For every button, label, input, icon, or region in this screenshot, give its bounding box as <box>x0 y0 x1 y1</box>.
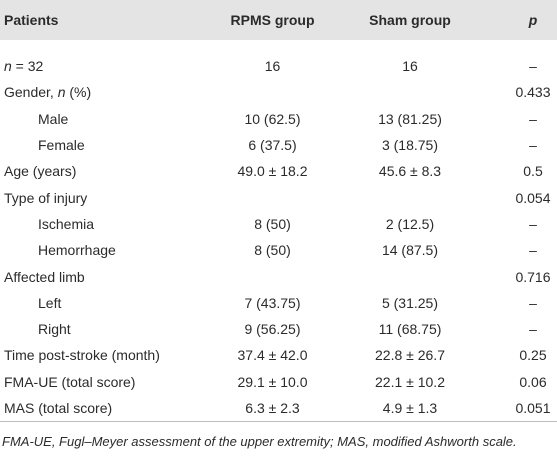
row-label: Time post-stroke (month) <box>0 342 200 368</box>
header-cell: Patients <box>0 0 200 40</box>
table-cell: 0.433 <box>515 84 551 101</box>
row-label: Type of injury <box>0 184 200 210</box>
table-cell: – <box>529 110 537 127</box>
row-label: Gender, n (%) <box>0 79 200 105</box>
footnote: FMA-UE, Fugl–Meyer assessment of the upp… <box>2 434 517 450</box>
row-label: Left <box>0 290 200 316</box>
table-cell: 11 (68.75) <box>378 321 442 338</box>
table-cell: 22.1 ± 10.2 <box>375 373 445 390</box>
table-row: FMA-UE (total score) 29.1 ± 10.0 22.1 ± 10… <box>0 369 557 395</box>
table-row: Gender, n (%) 0.433 <box>0 79 557 105</box>
table-cell: 45.6 ± 8.3 <box>378 163 442 180</box>
table-cell: 3 (18.75) <box>381 137 439 154</box>
row-label: Ischemia <box>0 211 200 237</box>
table-row: Left 7 (43.75) 5 (31.25) – <box>0 290 557 316</box>
table-cell <box>200 184 345 210</box>
table-cell: 0.716 <box>515 268 551 285</box>
row-label: Age (years) <box>0 158 200 184</box>
label-text: Left <box>38 294 62 311</box>
table-cell <box>345 263 475 289</box>
row-label: Male <box>0 106 200 132</box>
table-cell: 10 (62.5) <box>244 110 301 127</box>
header-cell: RPMS group <box>200 0 345 40</box>
label-text: Time post-stroke (month) <box>4 347 160 364</box>
table-cell: – <box>529 137 537 154</box>
table-cell: 2 (12.5) <box>385 215 435 232</box>
table-row: Female 6 (37.5) 3 (18.75) – <box>0 132 557 158</box>
table-cell <box>200 263 345 289</box>
table-cell: – <box>529 215 537 232</box>
table-row: n = 32 16 16 – <box>0 40 557 79</box>
table-row: Hemorrhage 8 (50) 14 (87.5) – <box>0 237 557 263</box>
table-cell <box>345 79 475 105</box>
label-text: Hemorrhage <box>38 242 116 259</box>
table-cell: 16 <box>402 58 418 75</box>
row-label: n = 32 <box>0 40 200 79</box>
table-cell: 0.25 <box>519 347 547 364</box>
table-cell: 6.3 ± 2.3 <box>200 394 345 423</box>
table-body: n = 32 16 16 – Gender, n (%) 0.433 Male 10 (62.… <box>0 40 557 423</box>
table-cell: 6 (37.5) <box>248 137 297 154</box>
table-cell: 8 (50) <box>254 215 291 232</box>
table-cell <box>200 79 345 105</box>
label-text: FMA-UE (total score) <box>4 373 136 390</box>
header-cell: p <box>475 0 557 40</box>
table-cell: – <box>529 242 537 259</box>
header-cell: Sham group <box>345 0 475 40</box>
row-label: Hemorrhage <box>0 237 200 263</box>
table-cell: – <box>529 321 537 338</box>
label-text: Type of injury <box>4 189 88 206</box>
row-label: FMA-UE (total score) <box>0 369 200 395</box>
table-cell <box>345 184 475 210</box>
label-text: = 32 <box>11 58 44 75</box>
row-label: MAS (total score) <box>0 394 200 423</box>
table-cell: – <box>529 294 537 311</box>
table-cell: 14 (87.5) <box>381 242 439 259</box>
table-cell: 8 (50) <box>254 242 291 259</box>
table-cell: 37.4 ± 42.0 <box>237 347 308 364</box>
label-text: Right <box>38 321 71 338</box>
label-text: Gender, <box>4 84 58 101</box>
label-text: n <box>57 84 66 101</box>
label-text: Affected limb <box>4 268 85 285</box>
table-cell: 0.06 <box>519 373 547 390</box>
table-row: Time post-stroke (month) 37.4 ± 42.0 22.8 … <box>0 342 557 368</box>
table-cell: 49.0 ± 18.2 <box>237 163 308 180</box>
table-row: MAS (total score) 6.3 ± 2.3 4.9 ± 1.3 0.051 <box>0 394 557 423</box>
label-text: Female <box>38 137 85 154</box>
table-row: Affected limb 0.716 <box>0 263 557 289</box>
table-cell: 5 (31.25) <box>381 294 439 311</box>
data-table: Patients RPMS group Sham group p n = 32 1… <box>0 0 557 423</box>
table-cell: 0.054 <box>515 189 551 206</box>
table-row: Ischemia 8 (50) 2 (12.5) – <box>0 211 557 237</box>
table-cell: 22.8 ± 26.7 <box>375 347 445 364</box>
table-row: Age (years) 49.0 ± 18.2 45.6 ± 8.3 0.5 <box>0 158 557 184</box>
table-cell: 7 (43.75) <box>244 294 301 311</box>
label-text: n <box>4 58 12 75</box>
table-cell: 0.051 <box>475 394 557 423</box>
table-row: Male 10 (62.5) 13 (81.25) – <box>0 106 557 132</box>
table-cell: 13 (81.25) <box>378 110 442 127</box>
table-row: Type of injury 0.054 <box>0 184 557 210</box>
header-row: Patients RPMS group Sham group p <box>0 0 557 40</box>
table-cell: – <box>529 58 537 75</box>
label-text: Male <box>38 110 69 127</box>
table-cell: 16 <box>264 58 281 75</box>
label-text: Ischemia <box>38 215 95 232</box>
table-row: Right 9 (56.25) 11 (68.75) – <box>0 316 557 342</box>
row-label: Affected limb <box>0 263 200 289</box>
label-text: (%) <box>65 84 92 101</box>
table-cell: 29.1 ± 10.0 <box>237 373 308 390</box>
table-cell: 9 (56.25) <box>244 321 301 338</box>
label-text: MAS (total score) <box>4 400 113 416</box>
row-label: Right <box>0 316 200 342</box>
table-cell: 4.9 ± 1.3 <box>345 394 475 423</box>
label-text: Age (years) <box>4 163 77 180</box>
table-cell: 0.5 <box>523 163 543 180</box>
table-header: Patients RPMS group Sham group p <box>0 0 557 40</box>
row-label: Female <box>0 132 200 158</box>
